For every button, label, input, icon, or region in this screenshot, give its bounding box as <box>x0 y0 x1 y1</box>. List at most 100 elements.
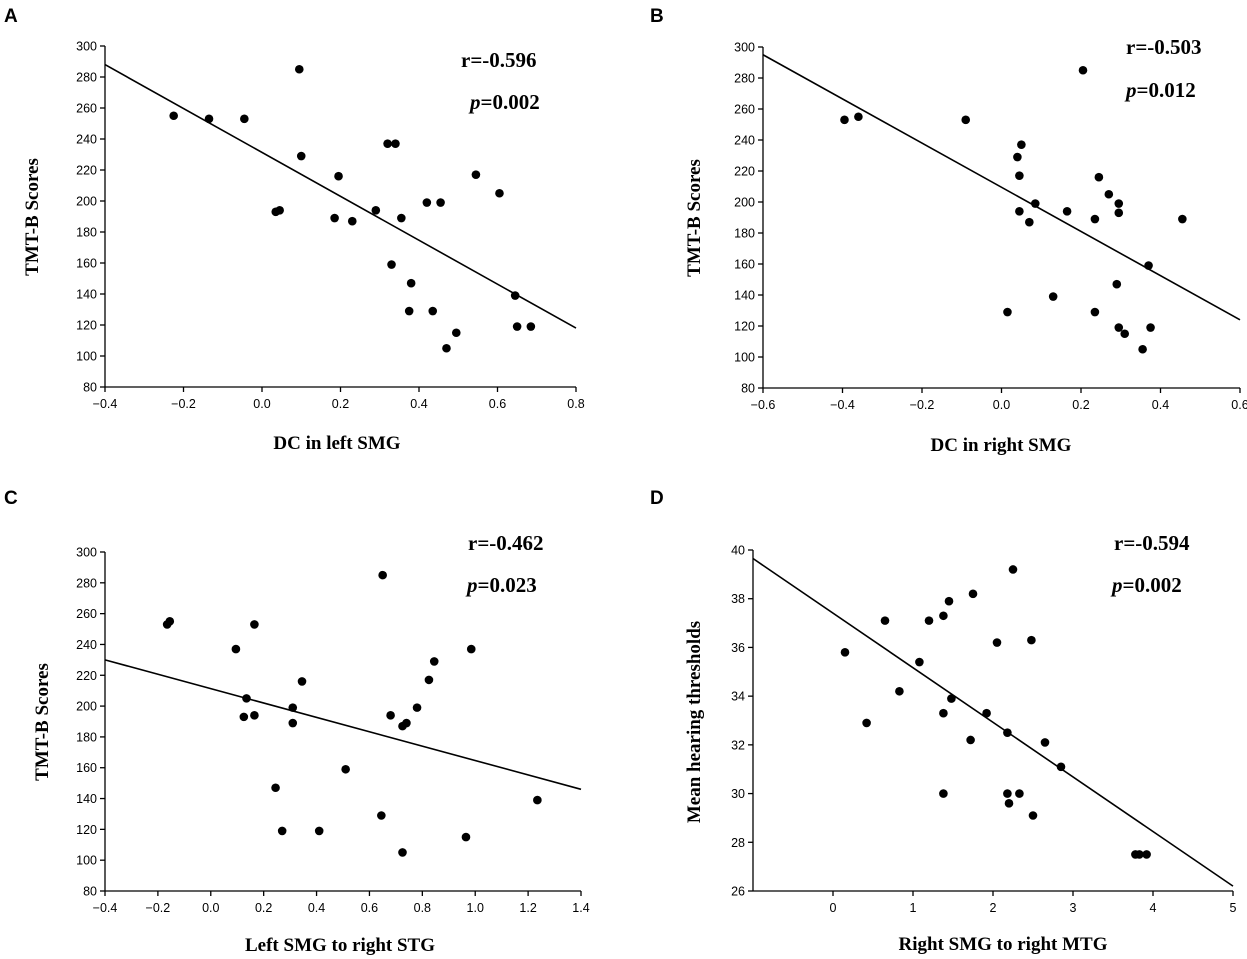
regression-line <box>104 63 577 329</box>
data-point <box>240 114 249 124</box>
x-tick-label: −0.2 <box>146 901 171 915</box>
y-tick-label: 120 <box>734 320 755 334</box>
y-tick-label: 300 <box>76 546 97 560</box>
y-tick-label: 160 <box>76 761 97 775</box>
y-tick-label: 80 <box>83 381 97 395</box>
x-tick-label: 1.4 <box>572 901 589 915</box>
data-point <box>1003 789 1012 798</box>
data-point <box>1003 307 1012 317</box>
data-point <box>840 648 850 657</box>
data-point <box>442 343 451 353</box>
data-point <box>1114 323 1124 332</box>
y-tick-label: 240 <box>76 638 97 652</box>
y-tick-label: 80 <box>83 885 97 899</box>
data-point <box>169 111 178 121</box>
data-point <box>1120 329 1130 339</box>
data-point <box>436 198 445 207</box>
data-point <box>1146 323 1155 332</box>
data-point <box>404 306 414 316</box>
y-tick-label: 120 <box>76 823 97 837</box>
p-number: =0.023 <box>478 573 537 597</box>
x-tick-label: −0.6 <box>751 398 776 412</box>
panel-letter: B <box>650 6 664 27</box>
p-value: p=0.023 <box>465 573 537 597</box>
x-tick-label: 0.2 <box>332 397 349 411</box>
data-point <box>1008 565 1018 574</box>
data-point <box>1027 635 1036 645</box>
y-tick-label: 100 <box>734 351 755 365</box>
data-point <box>422 198 432 207</box>
x-tick-label: 0.4 <box>410 397 427 411</box>
panel-b: B 80 100 120 140 160 180 200 220 240 260 280 300 −0.… <box>650 6 1247 456</box>
y-axis-title: TMT-B Scores <box>32 663 53 781</box>
data-point <box>378 570 387 580</box>
x-tick-label: 0.8 <box>414 901 431 915</box>
y-tick-label: 26 <box>731 885 745 899</box>
p-value: p=0.002 <box>1110 573 1182 597</box>
x-tick-label: 0.6 <box>1231 398 1247 412</box>
p-symbol: p <box>1124 78 1137 102</box>
data-point <box>854 112 863 122</box>
x-tick-label: 1.0 <box>467 901 484 915</box>
data-point <box>231 644 241 654</box>
regression-line <box>752 557 1234 887</box>
data-point <box>1015 789 1024 798</box>
panel-c: C 80 100 120 140 160 180 200 220 240 260 280 300 −0.… <box>4 488 590 956</box>
x-tick-label: −0.4 <box>830 398 855 412</box>
data-point <box>1112 279 1122 289</box>
data-point <box>451 328 461 338</box>
data-point <box>1015 207 1024 216</box>
y-tick-label: 38 <box>731 592 745 606</box>
scatter-points <box>840 565 1151 859</box>
data-point <box>428 306 438 316</box>
x-axis-title: Right SMG to right MTG <box>899 934 1108 955</box>
y-tick-label: 30 <box>731 787 745 801</box>
data-point <box>961 115 971 125</box>
r-value: r=-0.503 <box>1126 35 1202 59</box>
data-point <box>330 213 339 223</box>
y-tick-label: 220 <box>76 164 97 178</box>
r-value: r=-0.596 <box>461 48 537 72</box>
data-point <box>406 278 416 288</box>
data-point <box>915 657 924 667</box>
data-point <box>512 322 522 331</box>
data-point <box>250 620 259 629</box>
x-tick-label: −0.2 <box>171 397 196 411</box>
data-point <box>968 589 978 599</box>
axis-ticks: 80 100 120 140 160 180 200 220 240 260 280 300 −0.4 −… <box>76 40 585 412</box>
axis-ticks: 80 100 120 140 160 180 200 220 240 260 280 300 −0.4 −… <box>76 546 590 916</box>
y-tick-label: 300 <box>76 40 97 54</box>
data-point <box>275 206 284 215</box>
x-tick-label: 0.4 <box>308 901 325 915</box>
y-tick-label: 280 <box>76 71 97 85</box>
data-point <box>386 711 395 720</box>
y-tick-label: 180 <box>76 226 97 240</box>
data-point <box>1135 850 1144 859</box>
data-point <box>239 712 249 722</box>
data-point <box>341 764 350 774</box>
y-tick-label: 40 <box>731 544 745 558</box>
data-point <box>1138 344 1147 354</box>
data-point <box>939 789 948 798</box>
data-point <box>1142 850 1151 859</box>
data-point <box>397 213 406 223</box>
data-point <box>402 718 411 728</box>
panel-a: A 80 100 120 140 160 180 200 220 240 260 280 300 −0.… <box>4 6 585 454</box>
data-point <box>271 783 280 793</box>
data-point <box>1090 307 1100 317</box>
data-point <box>377 811 386 820</box>
y-tick-label: 200 <box>76 700 97 714</box>
y-axis-title: TMT-B Scores <box>22 158 43 276</box>
y-tick-label: 100 <box>76 350 97 364</box>
r-value: r=-0.594 <box>1114 531 1190 555</box>
data-point <box>391 139 400 148</box>
data-point <box>1025 217 1034 227</box>
data-point <box>1178 214 1187 224</box>
regression-line <box>104 659 582 791</box>
y-tick-label: 240 <box>734 134 755 148</box>
data-point <box>429 657 439 666</box>
data-point <box>1017 140 1026 149</box>
data-point <box>1040 738 1050 747</box>
y-tick-label: 140 <box>76 792 97 806</box>
